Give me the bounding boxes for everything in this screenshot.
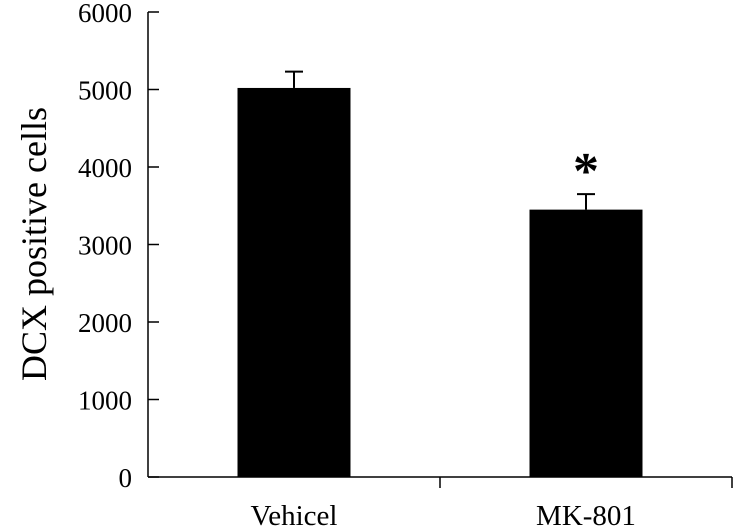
y-tick-label: 1000 — [78, 386, 132, 416]
bar-mk-801 — [529, 209, 643, 477]
y-tick-label: 4000 — [78, 153, 132, 183]
bars: * — [237, 70, 643, 477]
x-category-label: Vehicel — [251, 500, 338, 529]
significance-marker: * — [573, 143, 599, 200]
y-tick-label: 3000 — [78, 231, 132, 261]
x-axis-ticks: Vehicel MK-801 — [251, 477, 733, 529]
y-tick-label: 0 — [119, 463, 133, 493]
bar-vehicel — [237, 87, 351, 477]
y-tick-label: 5000 — [78, 76, 132, 106]
y-axis-ticks: 0 1000 2000 3000 4000 5000 6000 — [78, 0, 159, 493]
y-tick-label: 6000 — [78, 0, 132, 28]
x-category-label: MK-801 — [536, 500, 636, 529]
y-tick-label: 2000 — [78, 308, 132, 338]
y-axis-title: DCX positive cells — [14, 107, 54, 381]
